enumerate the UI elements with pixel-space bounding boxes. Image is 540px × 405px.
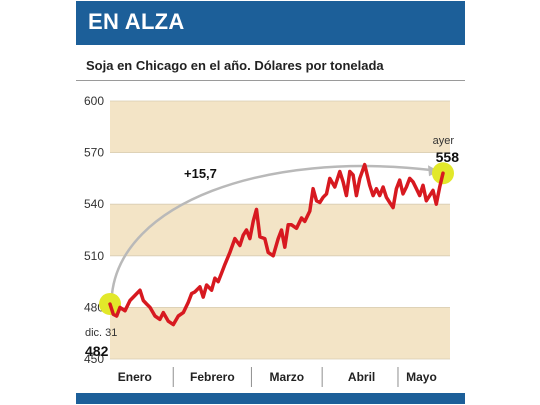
price-series: [99, 162, 454, 327]
x-tick-label: Mayo: [406, 370, 437, 384]
subtitle-band: [76, 55, 465, 80]
change-label: +15,7: [184, 166, 217, 181]
end-value-label: 558: [436, 149, 460, 165]
x-tick-label: Abril: [348, 370, 375, 384]
subtitle-rule: [76, 80, 465, 81]
chart-title: EN ALZA: [88, 9, 185, 34]
y-tick-label: 510: [84, 249, 104, 263]
footer-bar: [76, 393, 465, 404]
end-date-label: ayer: [433, 135, 455, 147]
band-0: [110, 101, 450, 153]
annotations: dic. 31 482 ayer 558 +15,7: [85, 135, 459, 359]
y-tick-label: 540: [84, 197, 104, 211]
header-bar: EN ALZA: [76, 1, 465, 45]
y-tick-label: 450: [84, 352, 104, 366]
start-value-label: 482: [85, 343, 109, 359]
x-tick-label: Marzo: [269, 370, 304, 384]
start-date-label: dic. 31: [85, 327, 117, 339]
month-dividers: [172, 367, 399, 387]
x-axis-month-labels: Enero Febrero Marzo Abril Mayo: [118, 370, 437, 384]
y-tick-label: 600: [84, 94, 104, 108]
series-line: [108, 162, 445, 327]
chart-subtitle: Soja en Chicago en el año. Dólares por t…: [86, 58, 384, 73]
y-tick-label: 570: [84, 146, 104, 160]
x-tick-label: Febrero: [190, 370, 235, 384]
background-bands: [110, 101, 450, 359]
x-tick-label: Enero: [118, 370, 152, 384]
